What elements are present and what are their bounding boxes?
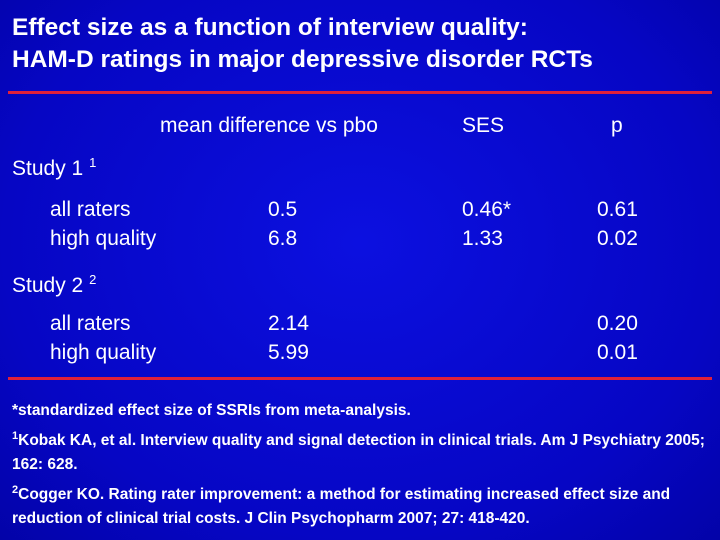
group-ref: 2 xyxy=(89,272,97,287)
row-label: all raters xyxy=(50,198,131,221)
p-value: 0.61 xyxy=(597,198,638,221)
title-line: HAM-D ratings in major depressive disord… xyxy=(12,46,593,73)
mean-difference: 6.8 xyxy=(268,227,298,250)
ses: 1.33 xyxy=(462,227,503,250)
footnote-ref: 2 xyxy=(12,484,19,496)
p-value: 0.01 xyxy=(597,341,638,364)
mean-difference: 2.14 xyxy=(268,312,309,335)
mean-difference: 5.99 xyxy=(268,341,309,364)
group-name: Study 2 xyxy=(12,274,84,297)
group-label: Study 2 2 xyxy=(12,272,97,298)
divider xyxy=(8,91,712,94)
footnote-text: Cogger KO. Rating rater improvement: a m… xyxy=(12,486,671,527)
divider xyxy=(8,377,712,380)
footnote-ref: 1 xyxy=(12,430,19,442)
mean-difference: 0.5 xyxy=(268,198,298,221)
p-value: 0.20 xyxy=(597,312,638,335)
p-value: 0.02 xyxy=(597,227,638,250)
group-label: Study 1 1 xyxy=(12,155,97,181)
group-ref: 1 xyxy=(89,155,97,170)
column-header: p xyxy=(611,114,623,137)
footnote-text: Kobak KA, et al. Interview quality and s… xyxy=(12,432,705,473)
column-header: mean difference vs pbo xyxy=(160,114,378,137)
row-label: all raters xyxy=(50,312,131,335)
column-header: SES xyxy=(462,114,505,137)
row-label: high quality xyxy=(50,341,157,364)
footnote: 1Kobak KA, et al. Interview quality and … xyxy=(12,429,708,477)
group-name: Study 1 xyxy=(12,157,84,180)
footnote: *standardized effect size of SSRIs from … xyxy=(12,402,411,419)
footnote: 2Cogger KO. Rating rater improvement: a … xyxy=(12,483,708,531)
title-line: Effect size as a function of interview q… xyxy=(12,14,528,41)
ses: 0.46* xyxy=(462,198,512,221)
row-label: high quality xyxy=(50,227,157,250)
